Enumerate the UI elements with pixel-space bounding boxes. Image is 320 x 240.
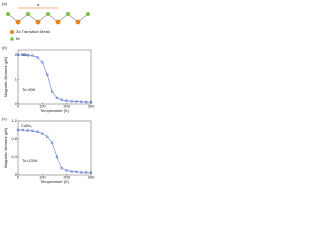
legend-label: Br [16, 36, 21, 41]
point [31, 54, 34, 57]
legend-label: 3d Transition Metal [16, 29, 50, 34]
point [31, 129, 34, 132]
panel-label: (a) [2, 1, 8, 6]
point [80, 171, 83, 174]
point [41, 132, 44, 135]
annotation: Tc=130K [22, 158, 38, 163]
y-tick-label: 0.4 [11, 154, 17, 159]
chart-title: CuBr₃ [21, 123, 32, 128]
panel-label: (b) [2, 45, 8, 50]
series-line [18, 129, 92, 173]
point [65, 169, 68, 172]
point [60, 98, 63, 101]
x-tick-label: 200 [63, 175, 70, 180]
x-tick-label: 300 [88, 175, 95, 180]
y-tick-label: 0 [15, 101, 18, 106]
y-axis-label: Magnetic Moment (μB) [3, 127, 8, 168]
y-tick-label: 2 [15, 52, 18, 57]
point [75, 100, 78, 103]
figure: (a) a 3d Transition Metal Br (b) VBr₃ Tc=9… [2, 1, 95, 184]
point [60, 167, 63, 170]
point [21, 128, 24, 132]
legend-swatch [10, 30, 14, 34]
point [21, 53, 24, 57]
y-tick-label: 0.8 [11, 136, 17, 141]
point [36, 56, 39, 59]
point [50, 90, 54, 93]
series-line [18, 54, 91, 103]
plot-frame [17, 49, 92, 105]
point [85, 100, 88, 104]
plot-frame [17, 120, 92, 176]
point [65, 99, 68, 102]
x-tick-label: 100 [39, 104, 46, 109]
br-atoms [6, 12, 90, 16]
point [46, 73, 49, 76]
point [50, 141, 54, 144]
x-tick-label: 200 [63, 104, 70, 109]
point [85, 171, 88, 174]
point [89, 171, 93, 174]
y-tick-label: 1.2 [11, 118, 17, 123]
lattice-label: a [37, 2, 40, 7]
point [26, 54, 29, 57]
point [89, 100, 93, 104]
y-axis-label: Magnetic Moment (μB) [3, 56, 8, 97]
point [16, 53, 20, 57]
x-axis-label: Temperature (K) [40, 179, 70, 184]
x-tick-label: 100 [39, 175, 46, 180]
chart-title: VBr₃ [21, 52, 30, 57]
point [36, 130, 39, 133]
x-tick-label: 0 [17, 104, 20, 109]
point [55, 155, 59, 159]
y-tick-label: 1 [15, 77, 18, 82]
point [80, 100, 83, 103]
point [70, 170, 73, 173]
point [70, 100, 73, 103]
point [26, 129, 29, 132]
point [55, 96, 59, 99]
annotation: Tc=90K [22, 87, 36, 92]
x-tick-label: 0 [17, 175, 20, 180]
x-axis-label: Temperature (K) [40, 108, 70, 113]
legend-swatch [10, 37, 14, 41]
metal-atoms [15, 19, 81, 25]
y-tick-label: 0 [15, 172, 18, 177]
point [16, 128, 20, 132]
x-tick-label: 300 [88, 104, 95, 109]
point [46, 135, 49, 138]
panel-label: (c) [2, 116, 7, 121]
point [41, 61, 44, 64]
point [75, 170, 78, 173]
structure-diagram: (a) a 3d Transition Metal Br [2, 1, 90, 41]
